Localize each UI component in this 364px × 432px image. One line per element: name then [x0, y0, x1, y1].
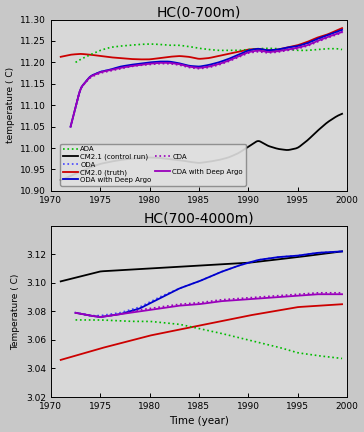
Legend: ADA, CM2.1 (control run), ODA, CM2.0 (truth), ODA with Deep Argo,  , CDA,  , CDA: ADA, CM2.1 (control run), ODA, CM2.0 (tr… [60, 143, 246, 186]
X-axis label: Time (year): Time (year) [169, 416, 229, 426]
Title: HC(700-4000m): HC(700-4000m) [144, 212, 254, 226]
Y-axis label: temperature ( C): temperature ( C) [5, 67, 15, 143]
Title: HC(0-700m): HC(0-700m) [157, 6, 241, 19]
Y-axis label: Temperature ( C): Temperature ( C) [11, 273, 20, 349]
